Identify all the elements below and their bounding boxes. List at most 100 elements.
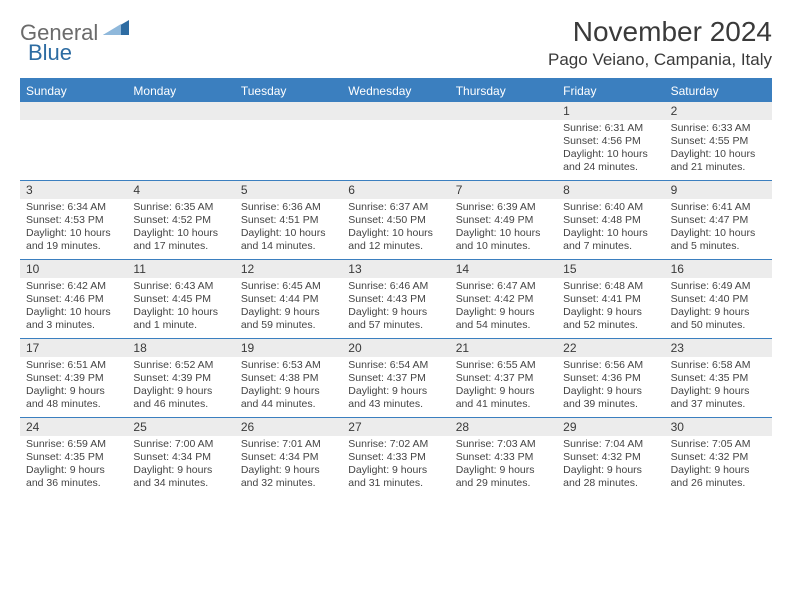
day-header-tue: Tuesday [235,80,342,102]
daylight-text: Daylight: 9 hours and 59 minutes. [241,306,336,332]
daylight-text: Daylight: 10 hours and 7 minutes. [563,227,658,253]
logo-text-blue-wrap: Blue [28,40,72,66]
day-details: Sunrise: 6:49 AMSunset: 4:40 PMDaylight:… [665,278,772,337]
day-header-fri: Friday [557,80,664,102]
calendar-cell: 22Sunrise: 6:56 AMSunset: 4:36 PMDayligh… [557,339,664,417]
day-number: 4 [127,181,234,199]
calendar-cell: 26Sunrise: 7:01 AMSunset: 4:34 PMDayligh… [235,418,342,496]
calendar-cell: 1Sunrise: 6:31 AMSunset: 4:56 PMDaylight… [557,102,664,180]
sunset-text: Sunset: 4:40 PM [671,293,766,306]
sunset-text: Sunset: 4:50 PM [348,214,443,227]
calendar-cell: 3Sunrise: 6:34 AMSunset: 4:53 PMDaylight… [20,181,127,259]
daylight-text: Daylight: 9 hours and 52 minutes. [563,306,658,332]
day-details: Sunrise: 6:36 AMSunset: 4:51 PMDaylight:… [235,199,342,258]
sunset-text: Sunset: 4:49 PM [456,214,551,227]
daylight-text: Daylight: 10 hours and 3 minutes. [26,306,121,332]
day-details: Sunrise: 6:45 AMSunset: 4:44 PMDaylight:… [235,278,342,337]
sunset-text: Sunset: 4:48 PM [563,214,658,227]
sunrise-text: Sunrise: 6:59 AM [26,438,121,451]
calendar-cell: 21Sunrise: 6:55 AMSunset: 4:37 PMDayligh… [450,339,557,417]
day-details: Sunrise: 6:59 AMSunset: 4:35 PMDaylight:… [20,436,127,495]
sunset-text: Sunset: 4:43 PM [348,293,443,306]
daylight-text: Daylight: 10 hours and 19 minutes. [26,227,121,253]
calendar-cell: 10Sunrise: 6:42 AMSunset: 4:46 PMDayligh… [20,260,127,338]
sunrise-text: Sunrise: 6:58 AM [671,359,766,372]
day-number: 1 [557,102,664,120]
sunrise-text: Sunrise: 6:31 AM [563,122,658,135]
sunrise-text: Sunrise: 7:05 AM [671,438,766,451]
sunset-text: Sunset: 4:34 PM [133,451,228,464]
calendar-week: 17 Sunrise: 6:51 AM Sunset: 4:39 PM Dayligh… [20,338,772,417]
sunset-text: Sunset: 4:39 PM [133,372,228,385]
day-number [450,102,557,120]
sunset-text: Sunset: 4:44 PM [241,293,336,306]
day-details: Sunrise: 6:48 AMSunset: 4:41 PMDaylight:… [557,278,664,337]
calendar-cell: 12Sunrise: 6:45 AMSunset: 4:44 PMDayligh… [235,260,342,338]
day-number: 21 [450,339,557,357]
daylight-text: Daylight: 9 hours and 57 minutes. [348,306,443,332]
calendar-cell: 20Sunrise: 6:54 AMSunset: 4:37 PMDayligh… [342,339,449,417]
sunrise-text: Sunrise: 6:33 AM [671,122,766,135]
sunrise-text: Sunrise: 6:39 AM [456,201,551,214]
calendar-cell [127,102,234,180]
sunrise-text: Sunrise: 6:49 AM [671,280,766,293]
day-number: 2 [665,102,772,120]
sunset-text: Sunset: 4:55 PM [671,135,766,148]
day-details: Sunrise: 6:41 AMSunset: 4:47 PMDaylight:… [665,199,772,258]
day-number: 8 [557,181,664,199]
day-number [20,102,127,120]
sunrise-text: Sunrise: 6:42 AM [26,280,121,293]
day-number: 20 [342,339,449,357]
calendar: Sunday Monday Tuesday Wednesday Thursday… [20,78,772,496]
sunrise-text: Sunrise: 6:47 AM [456,280,551,293]
day-number: 28 [450,418,557,436]
calendar-cell: 2 Sunrise: 6:33 AMSunset: 4:55 PMDaylight… [665,102,772,180]
day-details: Sunrise: 7:00 AMSunset: 4:34 PMDaylight:… [127,436,234,495]
day-details: Sunrise: 6:46 AMSunset: 4:43 PMDaylight:… [342,278,449,337]
sunset-text: Sunset: 4:42 PM [456,293,551,306]
calendar-cell [20,102,127,180]
day-details: Sunrise: 6:54 AMSunset: 4:37 PMDaylight:… [342,357,449,416]
daylight-text: Daylight: 9 hours and 29 minutes. [456,464,551,490]
daylight-text: Daylight: 10 hours and 5 minutes. [671,227,766,253]
calendar-cell: 13Sunrise: 6:46 AMSunset: 4:43 PMDayligh… [342,260,449,338]
day-header-wed: Wednesday [342,80,449,102]
day-number [235,102,342,120]
day-number: 22 [557,339,664,357]
sunrise-text: Sunrise: 7:04 AM [563,438,658,451]
sunset-text: Sunset: 4:45 PM [133,293,228,306]
daylight-text: Daylight: 10 hours and 14 minutes. [241,227,336,253]
day-number: 25 [127,418,234,436]
sunrise-text: Sunrise: 6:54 AM [348,359,443,372]
sunset-text: Sunset: 4:36 PM [563,372,658,385]
calendar-cell: 14Sunrise: 6:47 AMSunset: 4:42 PMDayligh… [450,260,557,338]
sunrise-text: Sunrise: 6:55 AM [456,359,551,372]
day-details: Sunrise: 6:42 AMSunset: 4:46 PMDaylight:… [20,278,127,337]
daylight-text: Daylight: 9 hours and 37 minutes. [671,385,766,411]
day-number: 6 [342,181,449,199]
day-number: 17 [20,339,127,357]
sunrise-text: Sunrise: 6:36 AM [241,201,336,214]
sunset-text: Sunset: 4:56 PM [563,135,658,148]
day-number: 15 [557,260,664,278]
day-details: Sunrise: 6:34 AMSunset: 4:53 PMDaylight:… [20,199,127,258]
daylight-text: Daylight: 10 hours and 21 minutes. [671,148,766,174]
day-number: 16 [665,260,772,278]
day-details: Sunrise: 7:05 AMSunset: 4:32 PMDaylight:… [665,436,772,495]
calendar-cell: 11Sunrise: 6:43 AMSunset: 4:45 PMDayligh… [127,260,234,338]
daylight-text: Daylight: 9 hours and 44 minutes. [241,385,336,411]
sunrise-text: Sunrise: 6:52 AM [133,359,228,372]
sunrise-text: Sunrise: 6:56 AM [563,359,658,372]
day-details: Sunrise: 6:53 AMSunset: 4:38 PMDaylight:… [235,357,342,416]
calendar-cell: 27Sunrise: 7:02 AMSunset: 4:33 PMDayligh… [342,418,449,496]
daylight-text: Daylight: 10 hours and 1 minute. [133,306,228,332]
calendar-cell: 7Sunrise: 6:39 AMSunset: 4:49 PMDaylight… [450,181,557,259]
daylight-text: Daylight: 9 hours and 28 minutes. [563,464,658,490]
sunrise-text: Sunrise: 6:51 AM [26,359,121,372]
calendar-cell: 24Sunrise: 6:59 AMSunset: 4:35 PMDayligh… [20,418,127,496]
day-details: Sunrise: 6:43 AMSunset: 4:45 PMDaylight:… [127,278,234,337]
day-number: 13 [342,260,449,278]
calendar-cell: 25Sunrise: 7:00 AMSunset: 4:34 PMDayligh… [127,418,234,496]
calendar-cell [235,102,342,180]
day-details: Sunrise: 7:01 AMSunset: 4:34 PMDaylight:… [235,436,342,495]
